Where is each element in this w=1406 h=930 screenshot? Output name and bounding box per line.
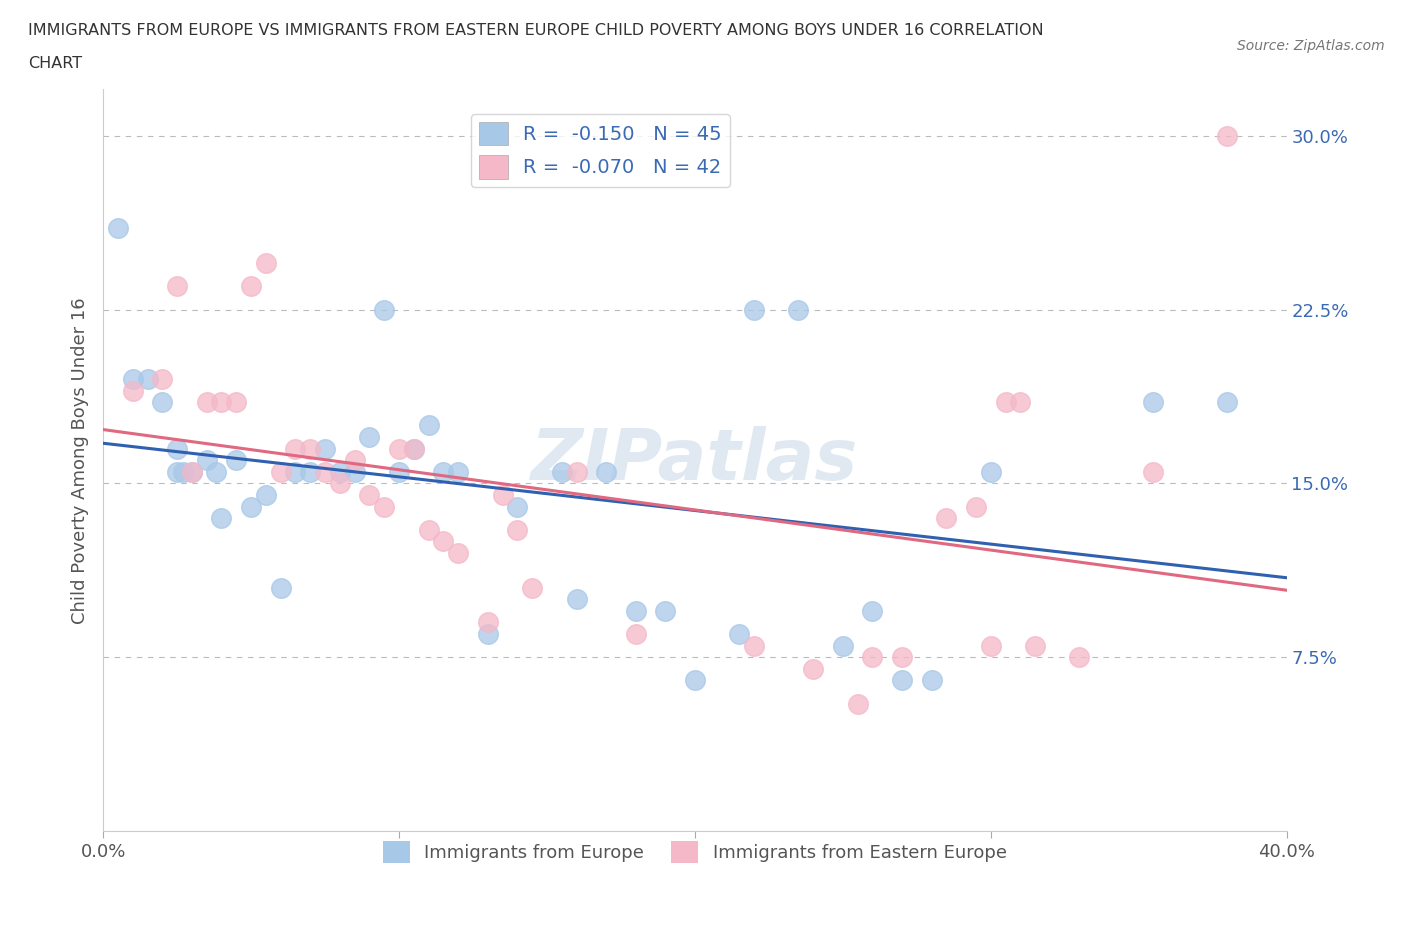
Point bbox=[166, 464, 188, 479]
Point bbox=[477, 615, 499, 630]
Point bbox=[388, 464, 411, 479]
Text: IMMIGRANTS FROM EUROPE VS IMMIGRANTS FROM EASTERN EUROPE CHILD POVERTY AMONG BOY: IMMIGRANTS FROM EUROPE VS IMMIGRANTS FRO… bbox=[28, 23, 1043, 38]
Point bbox=[1024, 638, 1046, 653]
Point bbox=[477, 627, 499, 642]
Point bbox=[742, 638, 765, 653]
Point bbox=[270, 464, 292, 479]
Point bbox=[121, 372, 143, 387]
Point bbox=[107, 221, 129, 236]
Point bbox=[373, 499, 395, 514]
Point bbox=[1142, 464, 1164, 479]
Point bbox=[180, 464, 202, 479]
Point bbox=[506, 499, 529, 514]
Point bbox=[728, 627, 751, 642]
Point bbox=[373, 302, 395, 317]
Point bbox=[565, 464, 588, 479]
Point bbox=[891, 650, 914, 665]
Point bbox=[1216, 128, 1239, 143]
Point bbox=[787, 302, 810, 317]
Point bbox=[270, 580, 292, 595]
Point bbox=[299, 441, 322, 456]
Point bbox=[121, 383, 143, 398]
Point bbox=[172, 464, 194, 479]
Point bbox=[180, 464, 202, 479]
Point bbox=[166, 441, 188, 456]
Point bbox=[1010, 395, 1032, 410]
Point bbox=[402, 441, 425, 456]
Point bbox=[225, 395, 247, 410]
Point bbox=[506, 523, 529, 538]
Point bbox=[284, 441, 307, 456]
Point bbox=[860, 604, 883, 618]
Point bbox=[240, 279, 263, 294]
Point bbox=[595, 464, 617, 479]
Point bbox=[150, 372, 173, 387]
Point bbox=[204, 464, 226, 479]
Point bbox=[921, 673, 943, 688]
Point bbox=[359, 487, 381, 502]
Point bbox=[1142, 395, 1164, 410]
Point bbox=[314, 441, 336, 456]
Point bbox=[388, 441, 411, 456]
Point bbox=[980, 638, 1002, 653]
Point bbox=[447, 546, 470, 561]
Point bbox=[447, 464, 470, 479]
Point bbox=[742, 302, 765, 317]
Point bbox=[935, 511, 957, 525]
Point bbox=[329, 476, 352, 491]
Point bbox=[994, 395, 1017, 410]
Point bbox=[846, 696, 869, 711]
Point bbox=[136, 372, 159, 387]
Point bbox=[831, 638, 853, 653]
Point bbox=[432, 464, 454, 479]
Point bbox=[225, 453, 247, 468]
Point bbox=[314, 464, 336, 479]
Point bbox=[166, 279, 188, 294]
Text: CHART: CHART bbox=[28, 56, 82, 71]
Point bbox=[1216, 395, 1239, 410]
Text: Source: ZipAtlas.com: Source: ZipAtlas.com bbox=[1237, 39, 1385, 53]
Point bbox=[860, 650, 883, 665]
Text: ZIPatlas: ZIPatlas bbox=[531, 426, 859, 495]
Point bbox=[150, 395, 173, 410]
Point bbox=[432, 534, 454, 549]
Point bbox=[211, 395, 233, 410]
Point bbox=[418, 523, 440, 538]
Legend: Immigrants from Europe, Immigrants from Eastern Europe: Immigrants from Europe, Immigrants from … bbox=[375, 833, 1014, 870]
Point bbox=[801, 661, 824, 676]
Point bbox=[654, 604, 676, 618]
Point bbox=[402, 441, 425, 456]
Point bbox=[624, 627, 647, 642]
Point bbox=[624, 604, 647, 618]
Point bbox=[195, 395, 218, 410]
Point bbox=[683, 673, 706, 688]
Point bbox=[359, 430, 381, 445]
Point bbox=[299, 464, 322, 479]
Point bbox=[980, 464, 1002, 479]
Point bbox=[1069, 650, 1091, 665]
Y-axis label: Child Poverty Among Boys Under 16: Child Poverty Among Boys Under 16 bbox=[72, 297, 89, 623]
Point bbox=[254, 487, 277, 502]
Point bbox=[551, 464, 574, 479]
Point bbox=[211, 511, 233, 525]
Point bbox=[329, 464, 352, 479]
Point bbox=[565, 591, 588, 606]
Point bbox=[965, 499, 987, 514]
Point bbox=[491, 487, 513, 502]
Point bbox=[343, 453, 366, 468]
Point bbox=[343, 464, 366, 479]
Point bbox=[240, 499, 263, 514]
Point bbox=[195, 453, 218, 468]
Point bbox=[418, 418, 440, 432]
Point bbox=[284, 464, 307, 479]
Point bbox=[254, 256, 277, 271]
Point bbox=[891, 673, 914, 688]
Point bbox=[520, 580, 543, 595]
